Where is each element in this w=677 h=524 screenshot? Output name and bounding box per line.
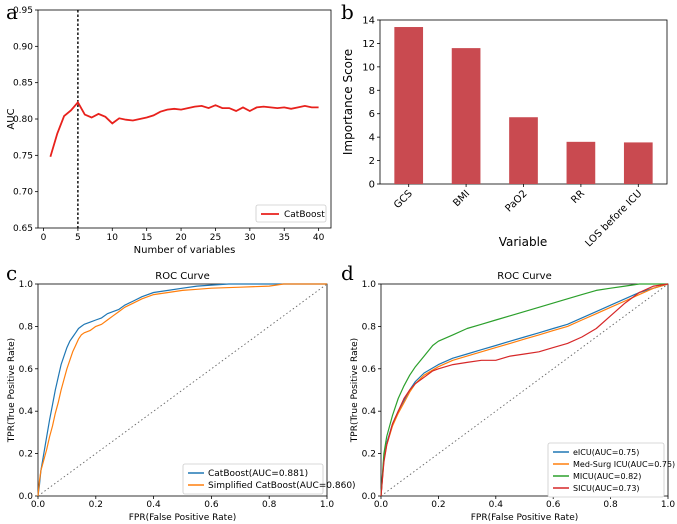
panel-letter-c: c (6, 261, 17, 285)
roc-series-line-1 (37, 283, 327, 497)
y-tick-label: 0.85 (13, 79, 33, 89)
y-tick-label: 0.0 (19, 492, 34, 502)
x-tick-label: BMI (451, 188, 472, 209)
y-axis-label: TPR(True Positive Rate) (7, 338, 17, 443)
y-tick-label: 0.8 (19, 322, 34, 332)
y-tick-label: 0.6 (362, 365, 377, 375)
x-tick-label: GCS (392, 188, 415, 211)
x-tick-label: PaO2 (503, 188, 529, 214)
y-tick-label: 0.0 (362, 492, 377, 502)
chart-title: ROC Curve (155, 271, 209, 282)
panel-a-auc-chart: 0.65 0.70 0.75 0.80 0.85 0.90 0.95 0 5 10 15 20 25 30… (6, 6, 332, 256)
y-tick-label: 0.90 (13, 42, 33, 52)
x-tick-label: 0.0 (374, 500, 389, 510)
x-tick-label: 5 (75, 233, 81, 243)
legend-box (182, 463, 324, 495)
legend-label-1: Med-Surg ICU(AUC=0.75) (573, 460, 675, 469)
legend-box (547, 442, 665, 498)
panel-letter-d: d (341, 261, 354, 285)
y-tick-label: 0.65 (13, 224, 33, 234)
y-axis-label: Importance Score (341, 49, 355, 155)
x-tick-label: 10 (107, 233, 119, 243)
y-tick-label: 0.4 (362, 407, 377, 417)
x-tick-label: 0.0 (31, 500, 46, 510)
x-tick-label: 0.6 (204, 500, 219, 510)
x-tick-label: 0.8 (603, 500, 618, 510)
x-axis-label: Number of variables (134, 245, 236, 256)
legend-label-0: CatBoost(AUC=0.881) (208, 469, 308, 479)
y-tick-label: 8 (369, 86, 375, 97)
series-line-catboost (49, 100, 319, 158)
x-tick-label: 0.4 (489, 500, 504, 510)
plot-area-a (37, 9, 332, 229)
x-tick-label: 1.0 (661, 500, 676, 510)
y-tick-label: 0.2 (19, 450, 33, 460)
x-tick-label: 0.6 (546, 500, 561, 510)
x-tick-label: 0.2 (431, 500, 445, 510)
y-tick-label: 0.95 (13, 6, 33, 16)
chart-title: ROC Curve (497, 271, 551, 282)
y-tick-label: 4 (369, 133, 375, 144)
x-tick-label: 0.8 (262, 500, 277, 510)
y-tick-label: 0.80 (13, 115, 33, 125)
x-tick-label: 1.0 (320, 500, 335, 510)
x-tick-label: RR (569, 188, 587, 206)
panel-d-roc-chart: ROC Curve 0.00.0 0.2 0.2 0.4 0.4 0.6 0.6 0.8 0.8 1… (350, 271, 675, 523)
y-tick-label: 0.70 (13, 188, 33, 198)
y-tick-label: 0.4 (19, 407, 34, 417)
panel-letter-a: a (6, 0, 18, 24)
roc-series-line-1 (380, 283, 669, 497)
roc-series-line-2 (380, 283, 668, 497)
x-tick-label: 40 (313, 233, 325, 243)
roc-series-line-3 (380, 283, 669, 497)
y-tick-label: 1.0 (362, 280, 377, 290)
y-tick-label: 6 (369, 109, 375, 120)
legend-label-2: MICU(AUC=0.82) (573, 472, 641, 481)
bar-los-before-icu (623, 142, 653, 184)
plot-area (37, 283, 328, 497)
panel-letter-b: b (341, 0, 354, 24)
legend-label-catboost: CatBoost (284, 210, 325, 220)
x-tick-label: 15 (141, 233, 152, 243)
y-tick-label: 0.6 (19, 365, 34, 375)
y-tick-label: 1.0 (19, 280, 34, 290)
x-tick-label: LOS before ICU (583, 188, 644, 249)
y-tick-label: 10 (362, 62, 375, 73)
legend-box-a (255, 204, 327, 223)
bar-pao2 (509, 117, 538, 184)
y-tick-label: 0 (369, 180, 375, 191)
y-tick-label: 0.75 (13, 151, 33, 161)
y-axis-label: AUC (6, 108, 17, 129)
x-axis-label: Variable (499, 235, 548, 249)
bar-gcs (394, 27, 424, 185)
legend-label-3: SICU(AUC=0.73) (573, 484, 640, 493)
bar-bmi (451, 48, 481, 184)
y-tick-label: 2 (369, 156, 375, 167)
x-tick-label: 30 (244, 233, 256, 243)
x-axis-label: FPR(False Positive Rate) (471, 513, 579, 523)
legend-label-1: Simplified CatBoost(AUC=0.860) (208, 481, 356, 491)
x-tick-label: 35 (279, 233, 290, 243)
y-axis-label: TPR(True Positive Rate) (350, 338, 360, 443)
roc-series-line-0 (37, 283, 327, 497)
x-axis-label: FPR(False Positive Rate) (129, 513, 237, 523)
y-tick-label: 12 (362, 39, 375, 50)
y-tick-label: 14 (362, 16, 375, 27)
legend-label-0: eICU(AUC=0.75) (573, 448, 639, 457)
bar-rr (566, 141, 596, 184)
chance-diagonal (380, 283, 669, 497)
x-tick-label: 20 (175, 233, 187, 243)
x-tick-label: 0 (41, 233, 47, 243)
y-tick-label: 0.2 (362, 450, 376, 460)
y-tick-label: 0.8 (362, 322, 377, 332)
x-tick-label: 0.2 (89, 500, 103, 510)
panel-c-roc-chart: ROC Curve 0.00.0 0.2 0.2 0.4 0.4 0.6 0.6 0.8 0.8 1… (7, 271, 356, 523)
x-tick-label: 0.4 (146, 500, 161, 510)
x-tick-label: 25 (210, 233, 221, 243)
